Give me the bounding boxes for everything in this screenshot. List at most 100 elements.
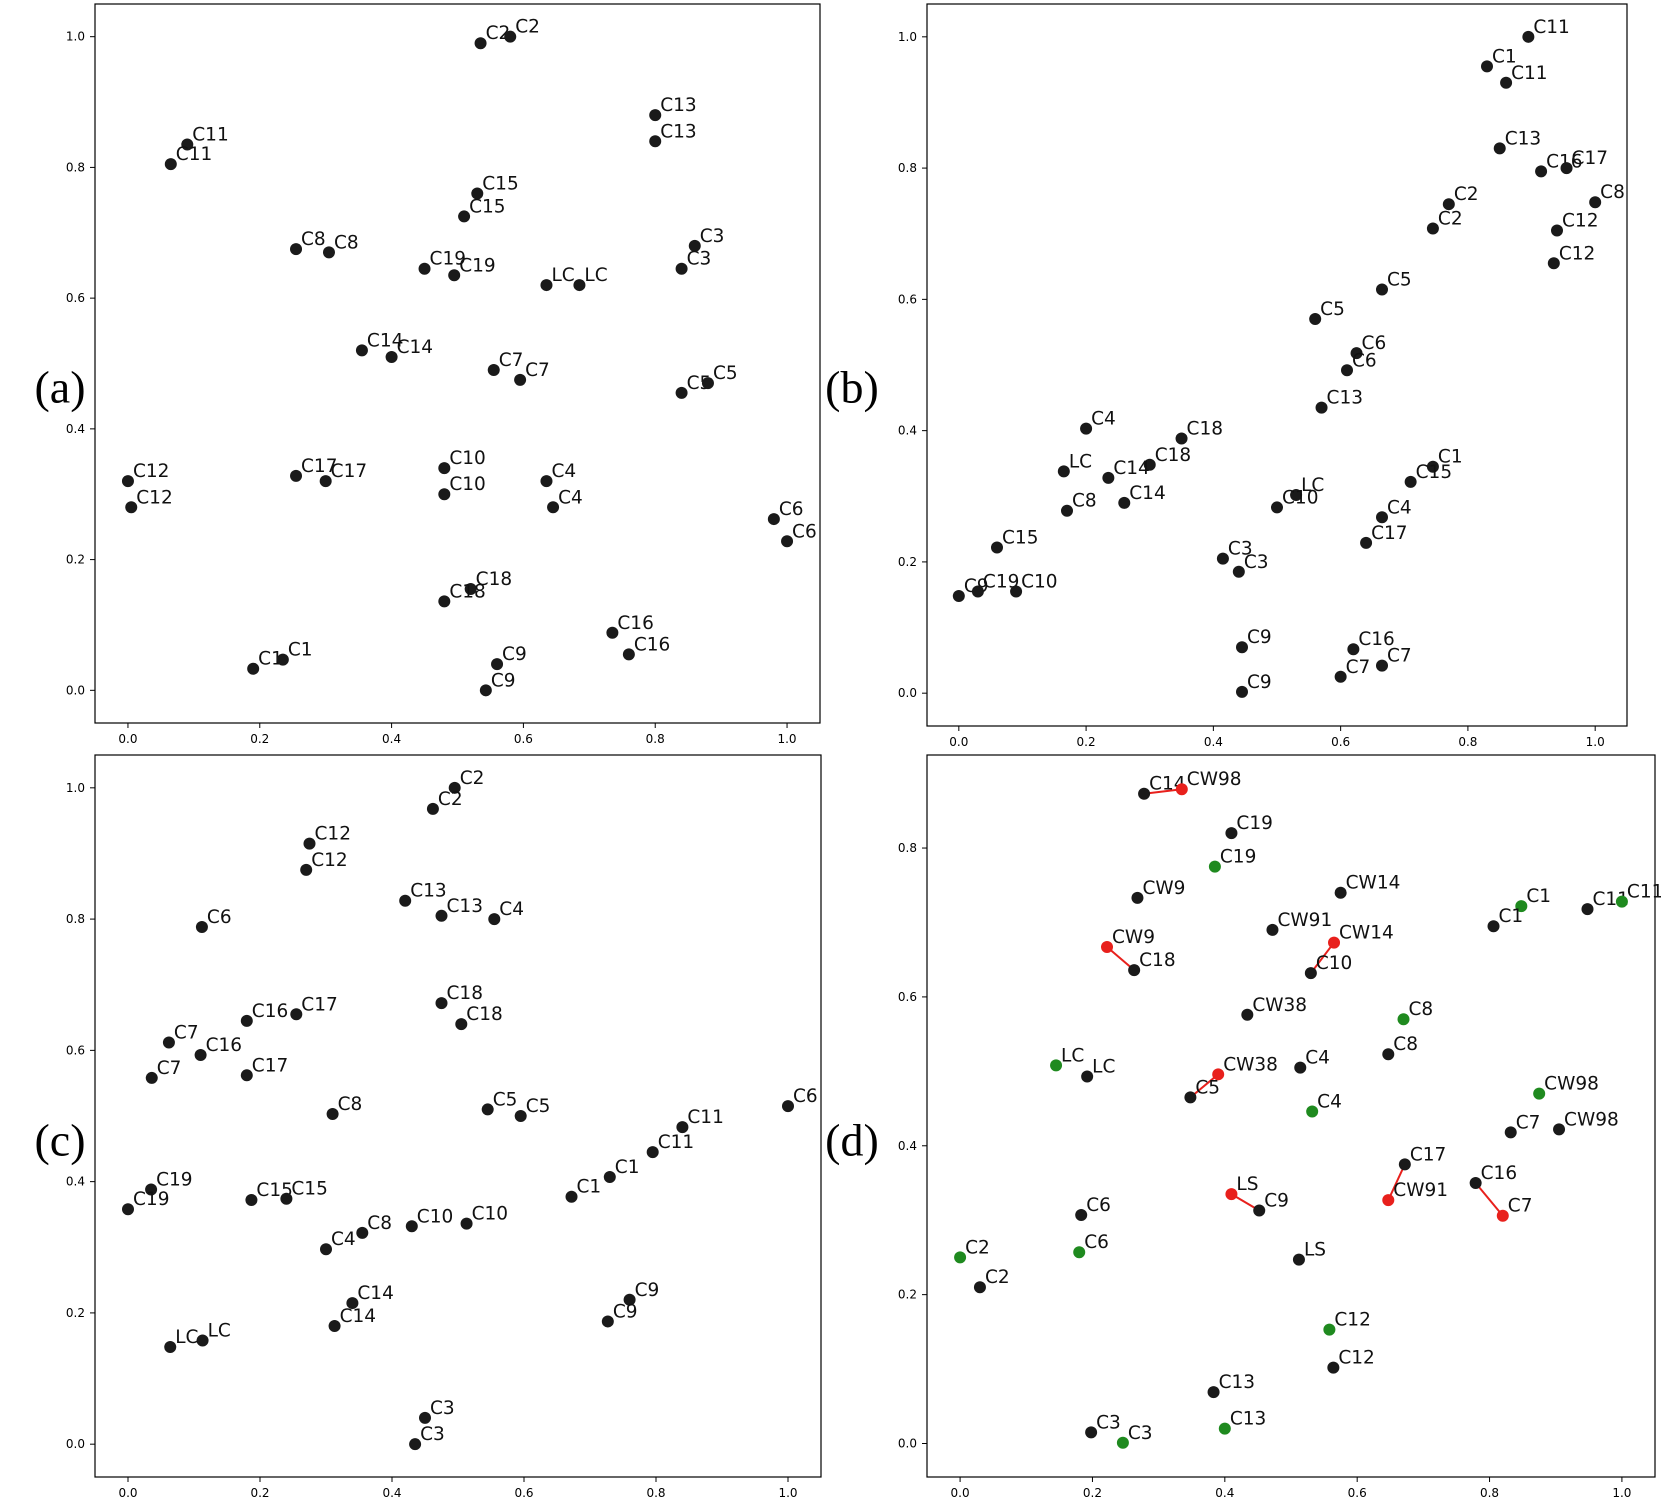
point-label: C7 (174, 1022, 199, 1043)
point-label: C6 (792, 521, 817, 542)
x-tick-label: 0.6 (514, 732, 533, 746)
point-label: C4 (331, 1229, 356, 1250)
point-label: C5 (493, 1089, 518, 1110)
point-label: C12 (315, 824, 351, 845)
y-tick-label: 0.8 (898, 841, 917, 855)
scatter-point (565, 1190, 578, 1203)
scatter-point (181, 138, 194, 151)
scatter-point (438, 488, 451, 501)
point-label: C3 (1244, 552, 1269, 573)
scatter-point (1075, 1208, 1088, 1221)
scatter-point (162, 1036, 175, 1049)
point-label: C4 (1305, 1048, 1330, 1069)
scatter-point (481, 1103, 494, 1116)
x-tick-label: 0.6 (514, 1486, 533, 1500)
point-label: C1 (1438, 447, 1463, 468)
point-label: C9 (1264, 1191, 1289, 1212)
point-label: C13 (410, 881, 446, 902)
scatter-point (458, 210, 471, 223)
scatter-point (1266, 923, 1279, 936)
x-tick-label: 0.2 (250, 1486, 269, 1500)
scatter-point (1212, 1068, 1225, 1081)
scatter-point (1426, 222, 1439, 235)
scatter-point (649, 109, 662, 122)
scatter-point (1515, 900, 1528, 913)
y-tick-label: 0.4 (66, 1175, 85, 1189)
point-label: C10 (417, 1206, 453, 1227)
link-line (1474, 1182, 1504, 1217)
point-label: C18 (476, 569, 512, 590)
point-label: C17 (252, 1055, 288, 1076)
point-label: LC (1301, 475, 1324, 496)
point-label: C4 (1091, 409, 1116, 430)
scatter-point (435, 997, 448, 1010)
scatter-point (385, 350, 398, 363)
panel-letter: (c) (34, 1115, 85, 1166)
point-label: C3 (420, 1424, 445, 1445)
x-tick-label: 0.8 (1480, 1486, 1499, 1500)
scatter-point (1360, 536, 1373, 549)
y-tick-label: 0.0 (66, 1437, 85, 1451)
point-label: C6 (1362, 333, 1387, 354)
axes-frame (94, 3, 821, 724)
scatter-point (240, 1069, 253, 1082)
link-line (1189, 1073, 1219, 1099)
point-label: C1 (1499, 906, 1524, 927)
point-label: LC (584, 265, 607, 286)
point-label: C15 (1416, 462, 1452, 483)
scatter-point (247, 662, 260, 675)
point-label: C16 (1358, 629, 1394, 650)
point-label: C18 (1187, 419, 1223, 440)
scatter-point (1323, 1323, 1336, 1336)
scatter-point (1207, 1386, 1220, 1399)
y-tick-label: 0.2 (66, 1306, 85, 1320)
point-label: CW14 (1339, 923, 1394, 944)
scatter-point (676, 1121, 689, 1134)
point-label: C4 (558, 487, 583, 508)
scatter-point (1225, 1188, 1238, 1201)
x-tick-label: 0.8 (646, 1486, 665, 1500)
point-label: C13 (1230, 1409, 1266, 1430)
point-label: C10 (1021, 571, 1057, 592)
scatter-point (1290, 488, 1303, 501)
scatter-point (781, 535, 794, 548)
scatter-point (646, 1146, 659, 1159)
point-label: C3 (1096, 1412, 1121, 1433)
scatter-point (1306, 1105, 1319, 1118)
scatter-point (356, 1226, 369, 1239)
point-label: C6 (207, 907, 232, 928)
scatter-point (514, 1110, 527, 1122)
scatter-point (419, 1411, 431, 1424)
y-tick-label: 0.2 (66, 553, 85, 567)
x-tick-label: 1.0 (777, 732, 796, 746)
point-label: C16 (1481, 1163, 1517, 1184)
y-tick-label: 0.6 (898, 292, 917, 306)
scatter-point (971, 585, 984, 598)
point-label: LC (551, 265, 574, 286)
scatter-point (1225, 827, 1238, 840)
scatter-point (606, 626, 619, 639)
point-label: CW9 (1112, 927, 1155, 948)
scatter-point (487, 364, 500, 377)
scatter-point (1118, 496, 1131, 509)
point-label: LS (1304, 1240, 1326, 1261)
scatter-point (145, 1183, 158, 1196)
point-label: C12 (311, 850, 347, 871)
y-tick-label: 0.2 (898, 555, 917, 569)
point-label: C11 (658, 1132, 694, 1153)
scatter-point (280, 1192, 293, 1205)
scatter-point (1522, 30, 1535, 43)
point-label: C19 (983, 571, 1019, 592)
point-label: C16 (252, 1001, 288, 1022)
point-label: C3 (700, 226, 725, 247)
x-tick-label: 0.0 (951, 1486, 970, 1500)
point-label: C8 (301, 229, 326, 250)
scatter-point (1315, 401, 1328, 414)
point-label: C8 (1072, 491, 1097, 512)
scatter-point (418, 262, 431, 275)
x-tick-label: 0.2 (1083, 1486, 1102, 1500)
scatter-point (1304, 967, 1317, 980)
point-label: C18 (449, 581, 485, 602)
